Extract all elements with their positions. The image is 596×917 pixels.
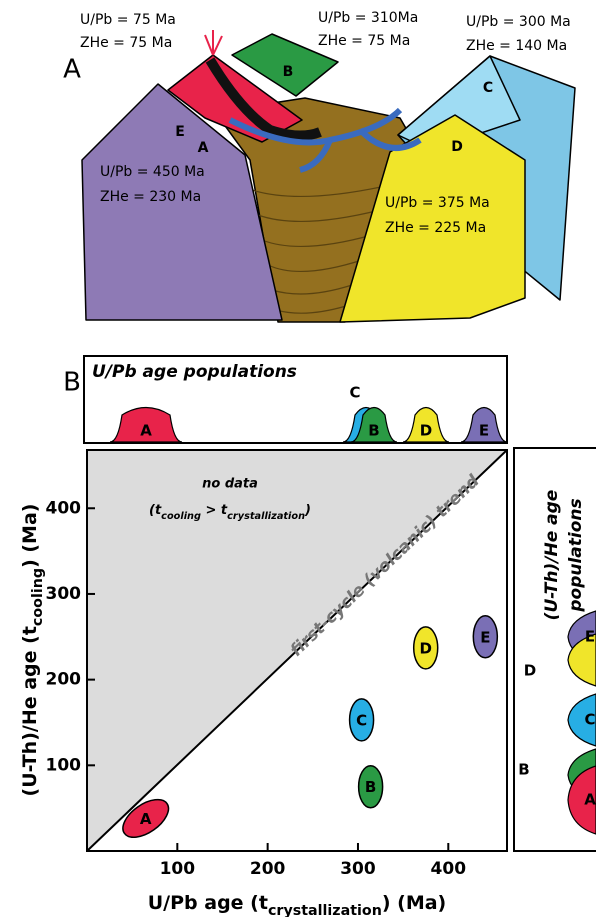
point-label: A (140, 810, 152, 828)
y-tick-label: 400 (46, 498, 82, 518)
block-letter: D (451, 139, 463, 155)
peak-label: E (585, 628, 595, 646)
he-panel-title: populations (566, 498, 586, 612)
age-label: U/Pb = 375 Ma (385, 195, 490, 211)
text-run: t (19, 626, 41, 635)
peak-label: C (584, 711, 595, 729)
block-letter: B (283, 64, 294, 80)
peak-label: B (368, 422, 379, 440)
population-peak (567, 633, 596, 687)
point-label: C (356, 711, 367, 729)
block-d (339, 114, 526, 323)
population-peak (567, 765, 596, 835)
peak-label: D (420, 422, 432, 440)
text-run: cooling (30, 568, 46, 626)
age-label: ZHe = 75 Ma (80, 35, 172, 51)
peak-label: E (479, 422, 489, 440)
text-run: ) (Ma) (19, 504, 41, 568)
text-run: ) (Ma) (382, 892, 446, 914)
block-letter: C (483, 80, 493, 96)
strata (251, 184, 391, 314)
y-tick-label: 100 (46, 755, 82, 775)
age-label: U/Pb = 450 Ma (100, 164, 205, 180)
y-tick-label: 300 (46, 584, 82, 604)
age-label: U/Pb = 310Ma (318, 10, 418, 26)
text-run: crystallization (268, 903, 382, 917)
text-run: U/Pb age ( (148, 892, 259, 914)
x-tick-label: 100 (160, 859, 196, 879)
point-label: E (480, 628, 490, 646)
text-run: cooling (161, 511, 201, 522)
y-tick-label: 200 (46, 670, 82, 690)
population-peak (350, 406, 398, 443)
population-peak (402, 406, 450, 443)
block-letter: A (198, 140, 209, 156)
point-label: B (365, 778, 376, 796)
peak-label: A (140, 422, 152, 440)
text-run: (U-Th)/He age ( (19, 635, 41, 796)
peak-label: B (518, 761, 529, 779)
he-panel-title: (U-Th)/He age (542, 490, 562, 621)
peak-label: A (584, 791, 596, 809)
x-tick-label: 200 (250, 859, 286, 879)
rivers (228, 107, 422, 173)
block-b (231, 33, 339, 97)
y-axis-label: (U-Th)/He age (tcooling) (Ma) (19, 504, 47, 797)
point-label: D (419, 639, 431, 657)
text-run: crystallization (227, 511, 305, 522)
peak-label: D (524, 662, 536, 680)
age-label: ZHe = 140 Ma (466, 38, 567, 54)
x-tick-label: 300 (340, 859, 376, 879)
age-label: U/Pb = 75 Ma (80, 12, 176, 28)
point (472, 615, 499, 659)
point (122, 798, 170, 839)
text-run: ( (149, 503, 156, 518)
x-axis-label: U/Pb age (tcrystallization) (Ma) (148, 892, 447, 917)
text-run: t (259, 892, 268, 914)
annotation: no data (202, 477, 258, 492)
point (412, 626, 439, 670)
population-peak (567, 693, 596, 747)
block-diagram (81, 30, 576, 323)
text-run: t (221, 503, 228, 518)
age-label: ZHe = 75 Ma (318, 33, 410, 49)
age-label: U/Pb = 300 Ma (466, 14, 571, 30)
text-run: t (155, 503, 162, 518)
block-letter: E (175, 124, 185, 140)
annotation: (tcooling > tcrystallization) (149, 503, 311, 522)
point (357, 764, 384, 809)
population-peak (460, 406, 508, 443)
peak-label: C (349, 384, 360, 402)
panel-label: B (63, 368, 81, 398)
population-peak (109, 406, 183, 443)
age-label: ZHe = 225 Ma (385, 220, 486, 236)
text-run: ) (304, 503, 311, 518)
block-e (81, 83, 283, 321)
lava (205, 57, 322, 141)
text-run: > (201, 503, 221, 518)
eruption (204, 30, 223, 56)
x-tick-label: 400 (431, 859, 467, 879)
plot-frame (86, 449, 508, 852)
point (348, 698, 375, 742)
trend-line (86, 449, 508, 852)
panel-label: A (63, 55, 81, 85)
age-label: ZHe = 230 Ma (100, 189, 201, 205)
upb-panel-title: U/Pb age populations (92, 362, 297, 382)
